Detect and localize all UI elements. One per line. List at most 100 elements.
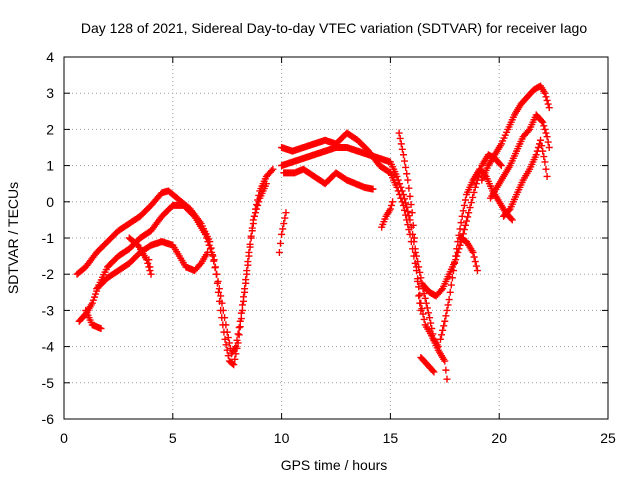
data-point <box>461 221 469 229</box>
data-point <box>543 172 551 180</box>
data-point <box>389 198 397 206</box>
data-point <box>438 331 446 339</box>
y-tick-label: 3 <box>46 85 54 101</box>
data-point <box>404 207 412 215</box>
data-point <box>210 256 218 264</box>
data-point <box>243 267 251 275</box>
data-point <box>443 306 451 314</box>
data-point <box>442 312 450 320</box>
data-point <box>459 207 467 215</box>
data-point <box>402 163 410 171</box>
y-tick-label: -1 <box>42 230 55 246</box>
data-point <box>204 248 212 256</box>
data-point <box>454 248 462 256</box>
data-point <box>209 252 217 260</box>
data-point <box>403 216 411 224</box>
data-point <box>497 162 505 170</box>
data-point <box>282 209 290 217</box>
series-track-2 <box>75 180 270 358</box>
data-markers <box>73 82 553 383</box>
data-point <box>218 299 226 307</box>
data-point <box>217 292 225 300</box>
data-point <box>145 256 153 264</box>
data-point <box>410 252 418 260</box>
data-point <box>467 199 475 207</box>
data-point <box>416 299 424 307</box>
series-track-10 <box>378 198 397 231</box>
data-point <box>238 301 246 309</box>
data-point <box>414 277 422 285</box>
data-point <box>215 285 223 293</box>
series-track-5 <box>125 234 155 278</box>
data-point <box>456 241 464 249</box>
data-point <box>268 167 276 175</box>
data-point <box>450 267 458 275</box>
data-point <box>211 263 219 271</box>
series-track-4 <box>82 306 105 332</box>
data-point <box>255 198 263 206</box>
data-point <box>214 277 222 285</box>
x-tick-label: 5 <box>169 430 177 446</box>
data-point <box>532 151 540 159</box>
data-point <box>405 184 413 192</box>
data-point <box>461 196 469 204</box>
data-point <box>393 172 401 180</box>
y-tick-label: 1 <box>46 158 54 174</box>
x-tick-label: 20 <box>491 430 507 446</box>
data-point <box>545 104 553 112</box>
data-point <box>537 136 545 144</box>
x-tick-label: 10 <box>274 430 290 446</box>
data-point <box>250 212 258 220</box>
data-point <box>232 343 240 351</box>
data-point <box>452 252 460 260</box>
data-point <box>396 191 404 199</box>
data-point <box>235 324 243 332</box>
data-point <box>469 248 477 256</box>
data-point <box>275 248 283 256</box>
data-point <box>369 185 377 193</box>
data-point <box>524 127 532 135</box>
data-point <box>451 259 459 267</box>
data-point <box>541 89 549 97</box>
y-tick-label: -5 <box>42 375 55 391</box>
data-point <box>398 145 406 153</box>
grid-lines <box>64 57 608 419</box>
data-point <box>445 296 453 304</box>
data-point <box>443 375 451 383</box>
data-point <box>409 245 417 253</box>
data-point <box>408 209 416 217</box>
data-point <box>144 259 152 267</box>
data-point <box>458 212 466 220</box>
data-point <box>406 230 414 238</box>
data-point <box>407 238 415 246</box>
data-point <box>147 270 155 278</box>
series-track-16 <box>478 82 553 184</box>
data-point <box>281 214 289 222</box>
data-point <box>538 117 546 125</box>
data-point <box>456 225 464 233</box>
data-point <box>249 216 257 224</box>
data-point <box>245 248 253 256</box>
data-point <box>409 221 417 229</box>
data-point <box>233 336 241 344</box>
y-tick-label: -2 <box>42 266 55 282</box>
data-point <box>453 245 461 253</box>
series-track-14 <box>456 234 481 275</box>
data-point <box>472 262 480 270</box>
data-point <box>214 288 222 296</box>
data-point <box>539 147 547 155</box>
data-point <box>235 331 243 339</box>
data-point <box>203 234 211 242</box>
series-track-12 <box>419 151 505 300</box>
data-point <box>205 241 213 249</box>
data-point <box>437 286 445 294</box>
data-point <box>543 96 551 104</box>
data-point <box>419 310 427 318</box>
data-point <box>538 142 546 150</box>
data-point <box>394 187 402 195</box>
data-point <box>213 270 221 278</box>
data-point <box>429 367 437 375</box>
data-point <box>542 165 550 173</box>
data-point <box>280 220 288 228</box>
